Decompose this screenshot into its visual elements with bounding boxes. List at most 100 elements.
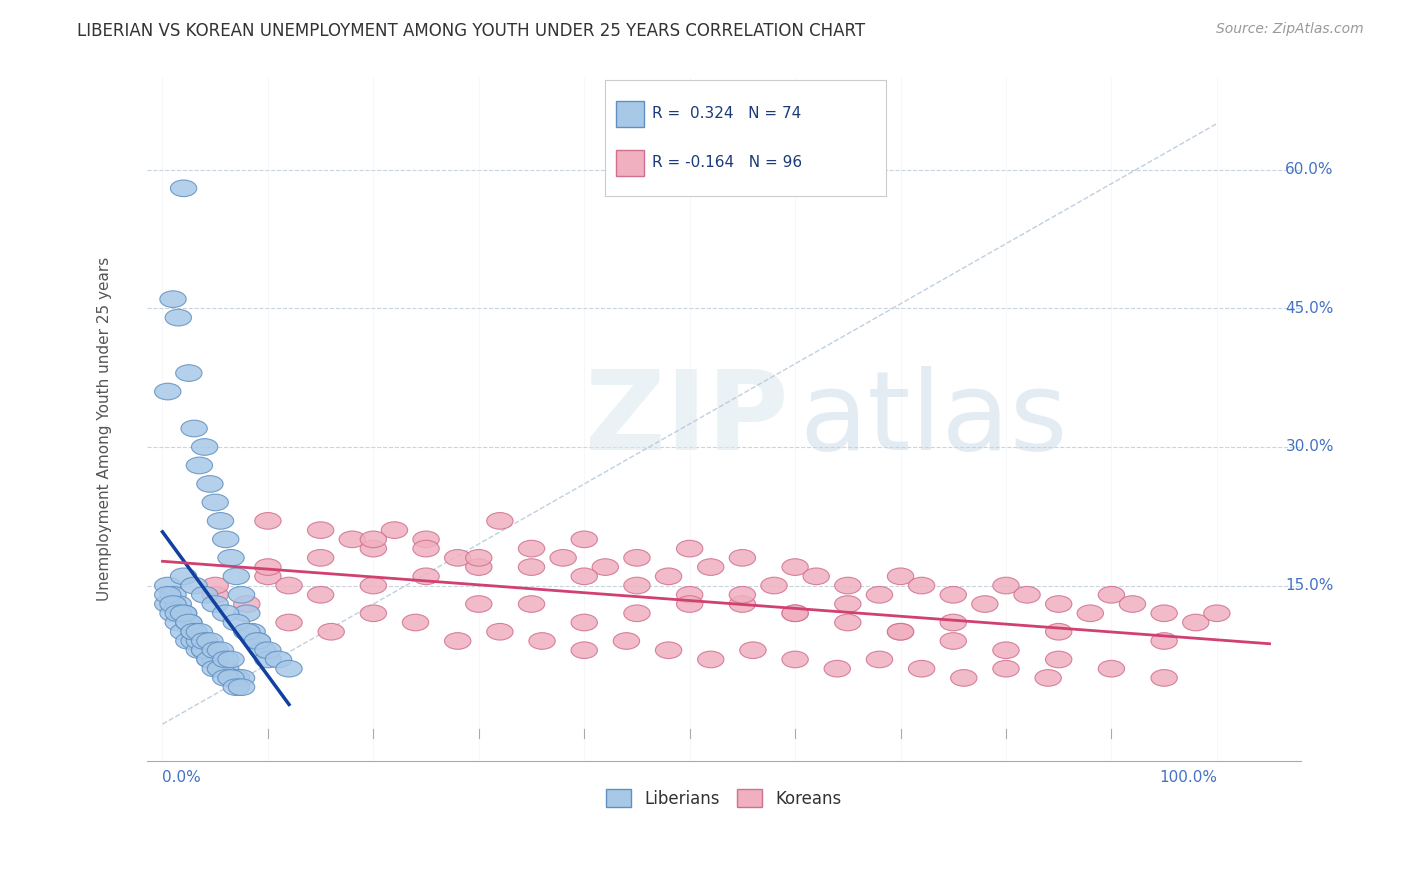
Ellipse shape bbox=[887, 624, 914, 640]
Ellipse shape bbox=[160, 605, 186, 622]
Ellipse shape bbox=[170, 605, 197, 622]
Ellipse shape bbox=[212, 531, 239, 548]
Ellipse shape bbox=[413, 531, 439, 548]
Ellipse shape bbox=[276, 577, 302, 594]
Ellipse shape bbox=[155, 577, 181, 594]
Ellipse shape bbox=[697, 558, 724, 575]
Ellipse shape bbox=[908, 660, 935, 677]
Ellipse shape bbox=[218, 670, 245, 686]
Ellipse shape bbox=[550, 549, 576, 566]
Ellipse shape bbox=[1046, 624, 1071, 640]
Text: 15.0%: 15.0% bbox=[1285, 578, 1334, 593]
Ellipse shape bbox=[941, 632, 966, 649]
Ellipse shape bbox=[571, 615, 598, 631]
Ellipse shape bbox=[224, 670, 249, 686]
Ellipse shape bbox=[160, 586, 186, 603]
Ellipse shape bbox=[339, 531, 366, 548]
Text: LIBERIAN VS KOREAN UNEMPLOYMENT AMONG YOUTH UNDER 25 YEARS CORRELATION CHART: LIBERIAN VS KOREAN UNEMPLOYMENT AMONG YO… bbox=[77, 22, 866, 40]
Ellipse shape bbox=[360, 541, 387, 557]
Ellipse shape bbox=[993, 642, 1019, 658]
Ellipse shape bbox=[254, 513, 281, 529]
Ellipse shape bbox=[181, 420, 207, 437]
Ellipse shape bbox=[571, 568, 598, 584]
Ellipse shape bbox=[655, 642, 682, 658]
Ellipse shape bbox=[212, 651, 239, 668]
Ellipse shape bbox=[1152, 605, 1177, 622]
Ellipse shape bbox=[676, 541, 703, 557]
Ellipse shape bbox=[181, 632, 207, 649]
Ellipse shape bbox=[676, 596, 703, 612]
Ellipse shape bbox=[529, 632, 555, 649]
Ellipse shape bbox=[1046, 596, 1071, 612]
FancyBboxPatch shape bbox=[616, 101, 644, 127]
Ellipse shape bbox=[202, 586, 228, 603]
Ellipse shape bbox=[941, 615, 966, 631]
Ellipse shape bbox=[266, 651, 291, 668]
Ellipse shape bbox=[824, 660, 851, 677]
Ellipse shape bbox=[592, 558, 619, 575]
Ellipse shape bbox=[782, 605, 808, 622]
Ellipse shape bbox=[730, 549, 755, 566]
Text: ZIP: ZIP bbox=[585, 366, 789, 473]
Ellipse shape bbox=[181, 577, 207, 594]
Text: 45.0%: 45.0% bbox=[1285, 301, 1334, 316]
Ellipse shape bbox=[1152, 670, 1177, 686]
Ellipse shape bbox=[197, 632, 224, 649]
Ellipse shape bbox=[465, 549, 492, 566]
Ellipse shape bbox=[170, 624, 197, 640]
Ellipse shape bbox=[402, 615, 429, 631]
Ellipse shape bbox=[730, 586, 755, 603]
Ellipse shape bbox=[212, 670, 239, 686]
Ellipse shape bbox=[782, 605, 808, 622]
Text: 60.0%: 60.0% bbox=[1285, 162, 1334, 178]
Ellipse shape bbox=[207, 513, 233, 529]
Ellipse shape bbox=[444, 632, 471, 649]
Ellipse shape bbox=[176, 632, 202, 649]
Text: 0.0%: 0.0% bbox=[163, 771, 201, 785]
Ellipse shape bbox=[1098, 586, 1125, 603]
Text: Source: ZipAtlas.com: Source: ZipAtlas.com bbox=[1216, 22, 1364, 37]
Ellipse shape bbox=[245, 632, 270, 649]
Ellipse shape bbox=[276, 660, 302, 677]
Ellipse shape bbox=[176, 615, 202, 631]
Ellipse shape bbox=[165, 605, 191, 622]
Ellipse shape bbox=[972, 596, 998, 612]
Ellipse shape bbox=[887, 624, 914, 640]
Ellipse shape bbox=[202, 494, 228, 511]
Ellipse shape bbox=[624, 605, 650, 622]
Ellipse shape bbox=[486, 624, 513, 640]
Ellipse shape bbox=[218, 651, 245, 668]
Ellipse shape bbox=[1077, 605, 1104, 622]
Ellipse shape bbox=[160, 291, 186, 308]
Ellipse shape bbox=[191, 632, 218, 649]
Ellipse shape bbox=[224, 679, 249, 696]
Ellipse shape bbox=[191, 642, 218, 658]
Ellipse shape bbox=[318, 624, 344, 640]
Ellipse shape bbox=[866, 586, 893, 603]
Ellipse shape bbox=[228, 679, 254, 696]
Ellipse shape bbox=[993, 660, 1019, 677]
Ellipse shape bbox=[186, 642, 212, 658]
Ellipse shape bbox=[835, 577, 860, 594]
Ellipse shape bbox=[191, 642, 218, 658]
Ellipse shape bbox=[245, 632, 270, 649]
Ellipse shape bbox=[360, 577, 387, 594]
Ellipse shape bbox=[519, 596, 544, 612]
Ellipse shape bbox=[197, 651, 224, 668]
Ellipse shape bbox=[697, 651, 724, 668]
Ellipse shape bbox=[308, 549, 333, 566]
Ellipse shape bbox=[202, 642, 228, 658]
Text: R =  0.324   N = 74: R = 0.324 N = 74 bbox=[652, 106, 801, 121]
Ellipse shape bbox=[181, 624, 207, 640]
Ellipse shape bbox=[624, 549, 650, 566]
Ellipse shape bbox=[835, 615, 860, 631]
Ellipse shape bbox=[207, 642, 233, 658]
Ellipse shape bbox=[165, 615, 191, 631]
Legend: Liberians, Koreans: Liberians, Koreans bbox=[600, 783, 848, 814]
Ellipse shape bbox=[155, 384, 181, 400]
Ellipse shape bbox=[655, 568, 682, 584]
Ellipse shape bbox=[1014, 586, 1040, 603]
Ellipse shape bbox=[276, 615, 302, 631]
Ellipse shape bbox=[202, 596, 228, 612]
Ellipse shape bbox=[160, 596, 186, 612]
